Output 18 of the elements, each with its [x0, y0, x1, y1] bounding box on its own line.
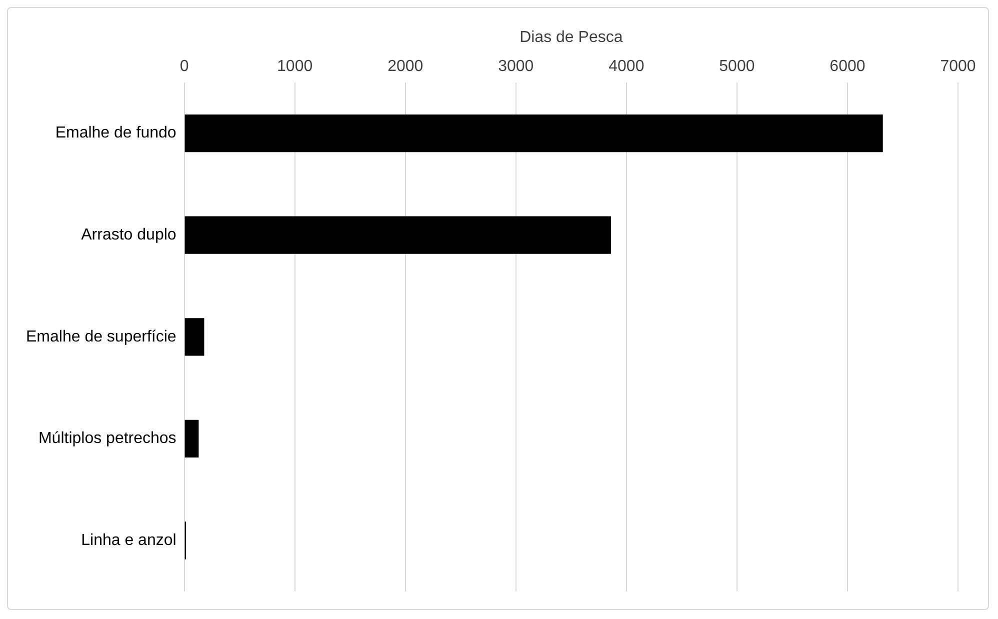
- bar: [184, 114, 883, 152]
- x-tick-label: 4000: [608, 58, 644, 76]
- x-tick-label: 1000: [277, 58, 313, 76]
- x-axis-title: Dias de Pesca: [520, 29, 623, 46]
- x-tick-label: 6000: [830, 58, 866, 76]
- y-tick-label: Linha e anzol: [81, 532, 176, 549]
- bar: [184, 420, 199, 458]
- x-tick-label: 0: [180, 58, 189, 76]
- x-tick-label: 7000: [940, 58, 976, 76]
- x-tick-label: 5000: [719, 58, 755, 76]
- y-tick-label: Emalhe de superfície: [26, 328, 176, 346]
- bar: [184, 216, 611, 254]
- y-tick-label: Arrasto duplo: [81, 226, 176, 244]
- y-tick-label: Múltiplos petrechos: [38, 430, 176, 448]
- bar: [184, 318, 204, 356]
- x-tick-label: 2000: [388, 58, 424, 76]
- x-tick-label: 3000: [498, 58, 534, 76]
- y-tick-label: Emalhe de fundo: [55, 124, 176, 142]
